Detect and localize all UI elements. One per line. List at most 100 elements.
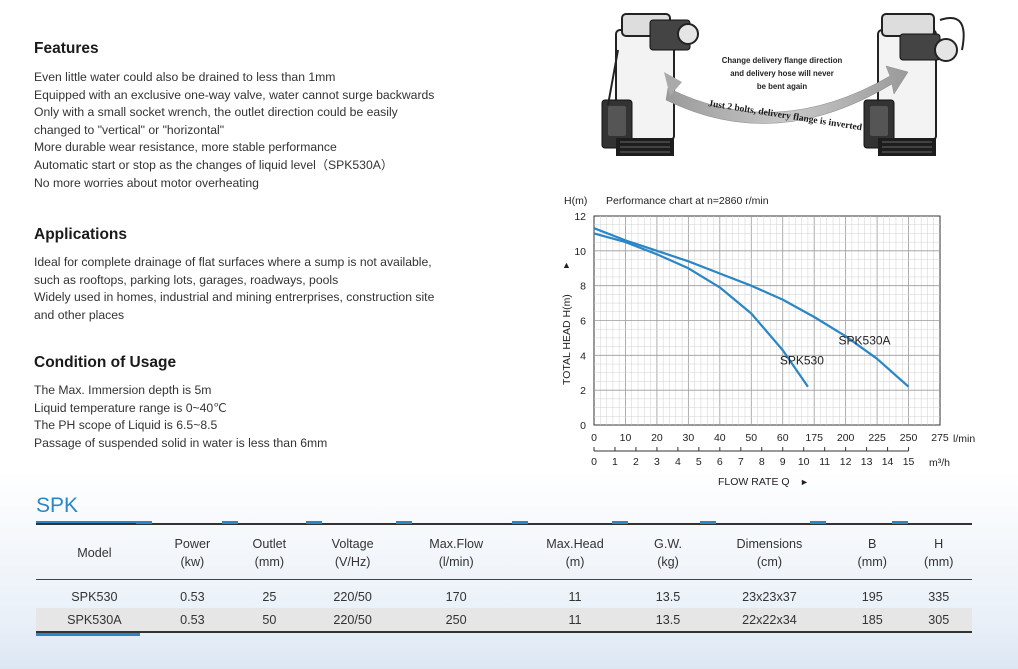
table-cell: 305 xyxy=(928,613,950,627)
table-header-cell: Model xyxy=(77,546,112,560)
applications-line: Widely used in homes, industrial and min… xyxy=(34,290,435,305)
applications-list: Ideal for complete drainage of flat surf… xyxy=(34,254,484,324)
x-tick-label: 60 xyxy=(777,432,789,444)
table-header-cell: Voltage (V/Hz) xyxy=(307,524,399,580)
table-accent-bar xyxy=(222,521,238,524)
table-header-cell: Outlet (mm) xyxy=(232,524,307,580)
conditions-line: The Max. Immersion depth is 5m xyxy=(34,383,212,397)
x-tick-label: 200 xyxy=(837,432,855,444)
y-tick-label: 2 xyxy=(580,385,586,397)
chart-x-unit-primary: l/min xyxy=(953,433,975,445)
x-tick-label: 175 xyxy=(805,432,823,444)
callout-line-1: Change delivery flange direction xyxy=(722,56,843,65)
x-secondary-tick-label: 11 xyxy=(819,456,830,468)
table-cell: 22x22x34 xyxy=(742,613,797,627)
table-cell: 185 xyxy=(861,613,883,627)
performance-chart-svg: H(m) Performance chart at n=2860 r/min 0… xyxy=(561,195,975,488)
x-tick-label: 0 xyxy=(591,432,597,444)
x-secondary-tick-label: 2 xyxy=(633,456,639,468)
table-cell: 0.53 xyxy=(180,613,205,627)
x-secondary-tick-label: 13 xyxy=(861,456,873,468)
header-label: Max.Flow xyxy=(429,537,484,551)
series-line-spk530a xyxy=(593,227,910,388)
table-cell: 11 xyxy=(568,613,582,627)
features-line: changed to "vertical" or "horizontal" xyxy=(34,122,225,137)
table-accent-bar xyxy=(306,521,322,524)
x-secondary-tick-label: 8 xyxy=(759,456,765,468)
header-unit: (kw) xyxy=(180,555,205,569)
table-accent-bar xyxy=(136,521,152,524)
pump-right-icon xyxy=(863,13,965,156)
series-label: SPK530A xyxy=(839,334,891,348)
table-cell: 220/50 xyxy=(333,590,372,604)
header-unit: (mm) xyxy=(254,555,285,569)
header-unit: (V/Hz) xyxy=(334,555,371,569)
header-label: G.W. xyxy=(654,537,683,551)
chart-y-unit-label: H(m) xyxy=(564,195,587,207)
features-line: Automatic start or stop as the changes o… xyxy=(34,157,394,172)
x-secondary-tick-label: 9 xyxy=(780,456,786,468)
table-accent-bar xyxy=(396,521,412,524)
features-line: Even little water could also be drained … xyxy=(34,70,336,84)
table-cell: 25 xyxy=(262,590,277,604)
table-header-cell: Max.Head (m) xyxy=(514,524,636,580)
table-cell: 195 xyxy=(861,590,883,604)
x-secondary-tick-label: 3 xyxy=(654,456,660,468)
spec-table: Model Power (kw) Outlet (mm) Voltage (V/Hz) Max… xyxy=(36,523,972,633)
pump-illustration: Change delivery flange direction and del… xyxy=(601,13,965,156)
x-tick-label: 250 xyxy=(900,432,918,444)
conditions-line: Liquid temperature range is 0~40℃ xyxy=(34,400,227,415)
table-title: SPK xyxy=(36,494,79,517)
table-accent-bar xyxy=(612,521,628,524)
table-header-cell: B (mm) xyxy=(839,524,905,580)
pump-left-icon xyxy=(601,13,699,156)
chart-x-axis-label: FLOW RATE Q xyxy=(718,476,790,488)
table-accent-bar xyxy=(810,521,826,524)
x-secondary-tick-label: 1 xyxy=(612,456,618,468)
x-axis-arrow-icon: ► xyxy=(800,477,809,487)
applications-line: Ideal for complete drainage of flat surf… xyxy=(34,255,432,269)
performance-chart: H(m) Performance chart at n=2860 r/min 0… xyxy=(550,188,1010,493)
table-row: SPK530 0.53 25 220/50 170 11 13.5 23x23x37 195 33… xyxy=(36,580,972,609)
x-secondary-tick-label: 10 xyxy=(798,456,810,468)
header-unit: (cm) xyxy=(756,555,783,569)
table-cell: 13.5 xyxy=(655,590,681,604)
conditions-line: Passage of suspended solid in water is l… xyxy=(34,435,328,450)
x-tick-label: 30 xyxy=(683,432,695,444)
table-header-cell: Power (kw) xyxy=(153,524,232,580)
y-axis-arrow-icon: ▲ xyxy=(562,260,571,270)
table-cell: 220/50 xyxy=(333,613,372,627)
x-tick-label: 20 xyxy=(651,432,663,444)
features-title: Features xyxy=(34,40,99,57)
features-line: More durable wear resistance, more stabl… xyxy=(34,140,337,155)
y-tick-label: 12 xyxy=(574,211,586,223)
table-accent-bar xyxy=(512,521,528,524)
applications-title: Applications xyxy=(34,226,128,243)
series-line-spk530 xyxy=(593,232,809,388)
table-header-cell: Dimensions (cm) xyxy=(700,524,839,580)
header-unit: (l/min) xyxy=(438,555,474,569)
table-cell: SPK530A xyxy=(67,613,122,627)
table-header-cell: G.W. (kg) xyxy=(636,524,700,580)
arrow-head-icon xyxy=(664,72,682,96)
table-cell: SPK530 xyxy=(71,590,118,604)
applications-line: such as rooftops, parking lots, garages,… xyxy=(34,272,339,287)
table-accent-bar xyxy=(700,521,716,524)
x-secondary-tick-label: 15 xyxy=(903,456,915,468)
y-tick-label: 8 xyxy=(580,281,586,293)
table-cell: 11 xyxy=(568,590,582,604)
features-list: Even little water could also be drained … xyxy=(34,69,484,192)
header-unit: (m) xyxy=(565,555,585,569)
table-header-cell: Max.Flow (l/min) xyxy=(399,524,514,580)
x-secondary-tick-label: 14 xyxy=(882,456,894,468)
table-cell: 0.53 xyxy=(180,590,205,604)
header-label: Max.Head xyxy=(546,537,604,551)
x-secondary-tick-label: 12 xyxy=(840,456,852,468)
features-line: Only with a small socket wrench, the out… xyxy=(34,105,398,120)
conditions-title: Condition of Usage xyxy=(34,354,177,371)
y-tick-label: 10 xyxy=(574,246,586,258)
x-secondary-tick-label: 5 xyxy=(696,456,702,468)
table-cell: 23x23x37 xyxy=(742,590,797,604)
chart-x-unit-secondary: m³/h xyxy=(929,457,950,469)
